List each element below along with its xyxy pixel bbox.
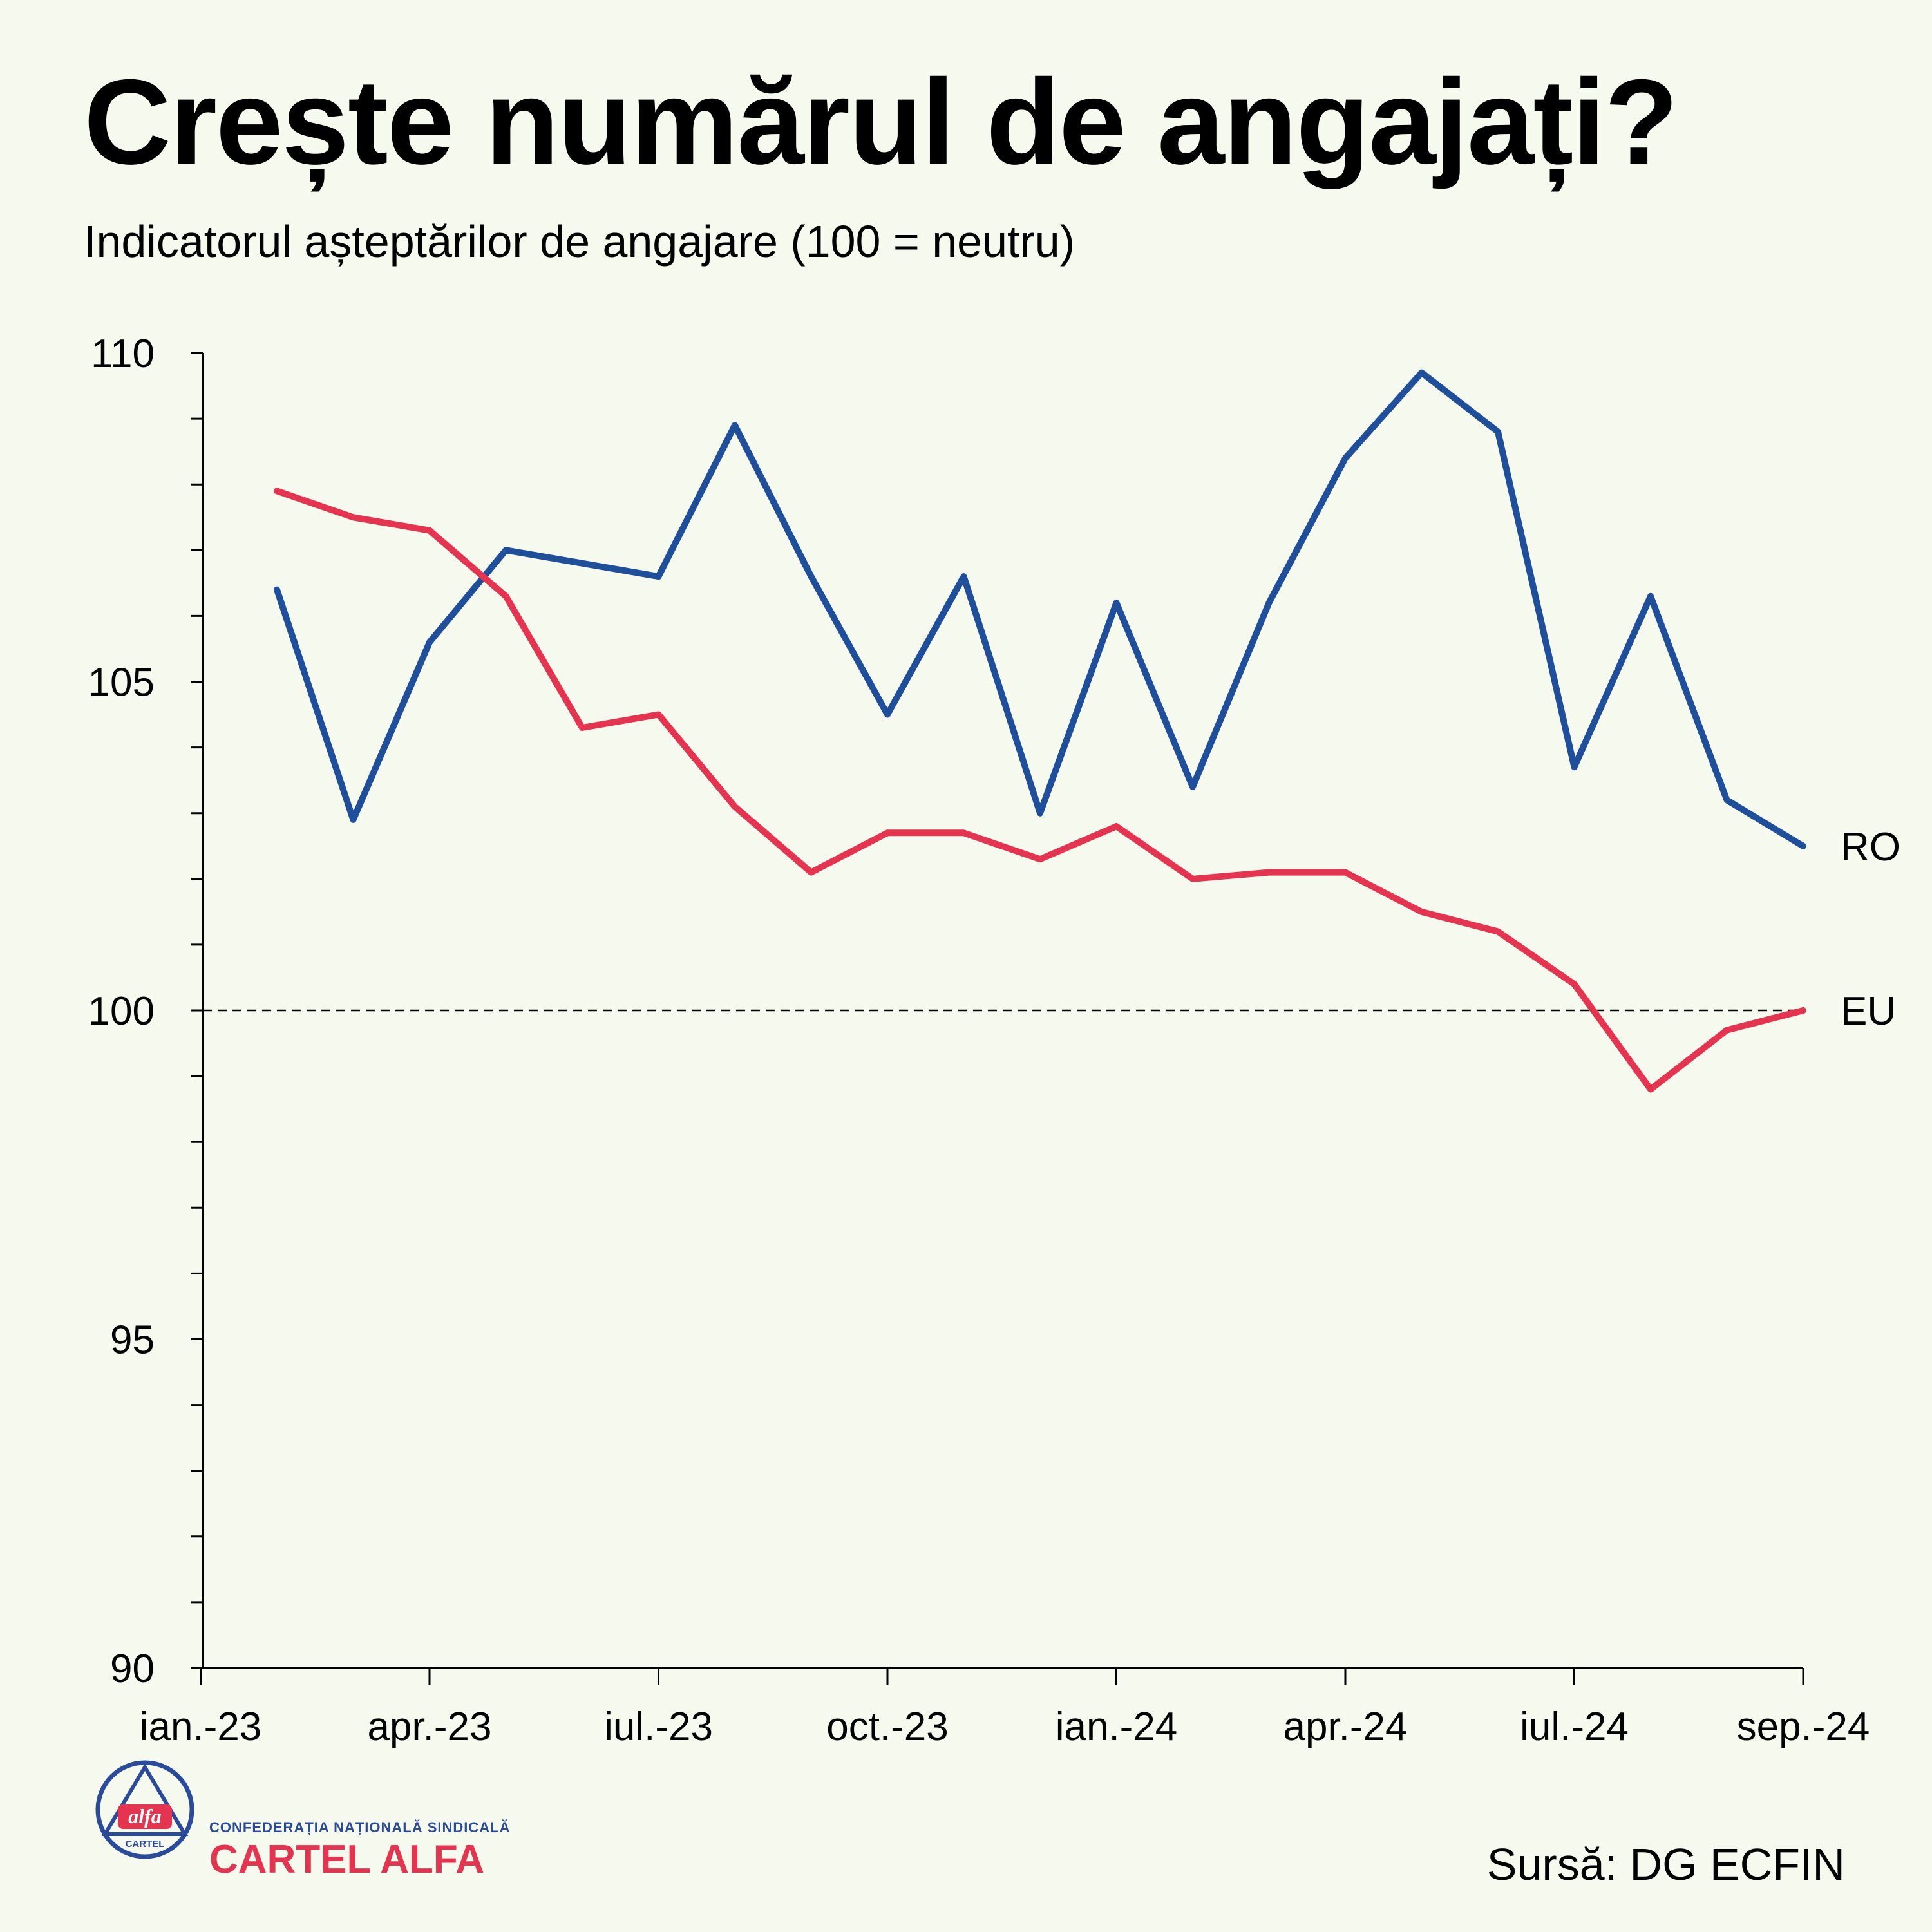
x-tick-label: iul.-23 [604, 1705, 713, 1749]
x-tick-label: apr.-23 [367, 1705, 491, 1749]
y-tick-label: 105 [88, 661, 155, 705]
svg-text:CARTEL: CARTEL [126, 1839, 165, 1850]
logo-top-text: CONFEDERAȚIA NAȚIONALĂ SINDICALĂ [209, 1819, 511, 1835]
series-label-eu: EU [1841, 989, 1896, 1034]
x-tick-label: ian.-23 [140, 1705, 262, 1749]
chart-title: Crește numărul de angajați? [84, 54, 1678, 189]
y-tick-label: 90 [110, 1647, 155, 1691]
y-tick-label: 100 [88, 989, 155, 1034]
svg-text:alfa: alfa [128, 1804, 162, 1828]
x-tick-label: apr.-24 [1283, 1705, 1407, 1749]
source-note: Sursă: DG ECFIN [1486, 1839, 1845, 1889]
chart-subtitle: Indicatorul așteptărilor de angajare (10… [84, 216, 1075, 267]
x-tick-label: ian.-24 [1056, 1705, 1178, 1749]
logo-main-text: CARTEL ALFA [209, 1837, 485, 1882]
cartel-alfa-logo: alfa CARTEL [93, 1758, 196, 1861]
x-tick-label: oct.-23 [826, 1705, 949, 1749]
y-tick-label: 110 [91, 332, 155, 376]
x-tick-label: iul.-24 [1520, 1705, 1629, 1749]
series-line-eu [274, 488, 1806, 1093]
logo-emblem-icon: alfa CARTEL [95, 1760, 194, 1859]
x-tick-label: sep.-24 [1737, 1705, 1870, 1749]
logo-text: CONFEDERAȚIA NAȚIONALĂ SINDICALĂ CARTEL … [209, 1819, 511, 1880]
y-tick-label: 95 [110, 1318, 155, 1363]
series-line-ro [274, 369, 1806, 849]
series-label-ro: RO [1841, 825, 1900, 869]
